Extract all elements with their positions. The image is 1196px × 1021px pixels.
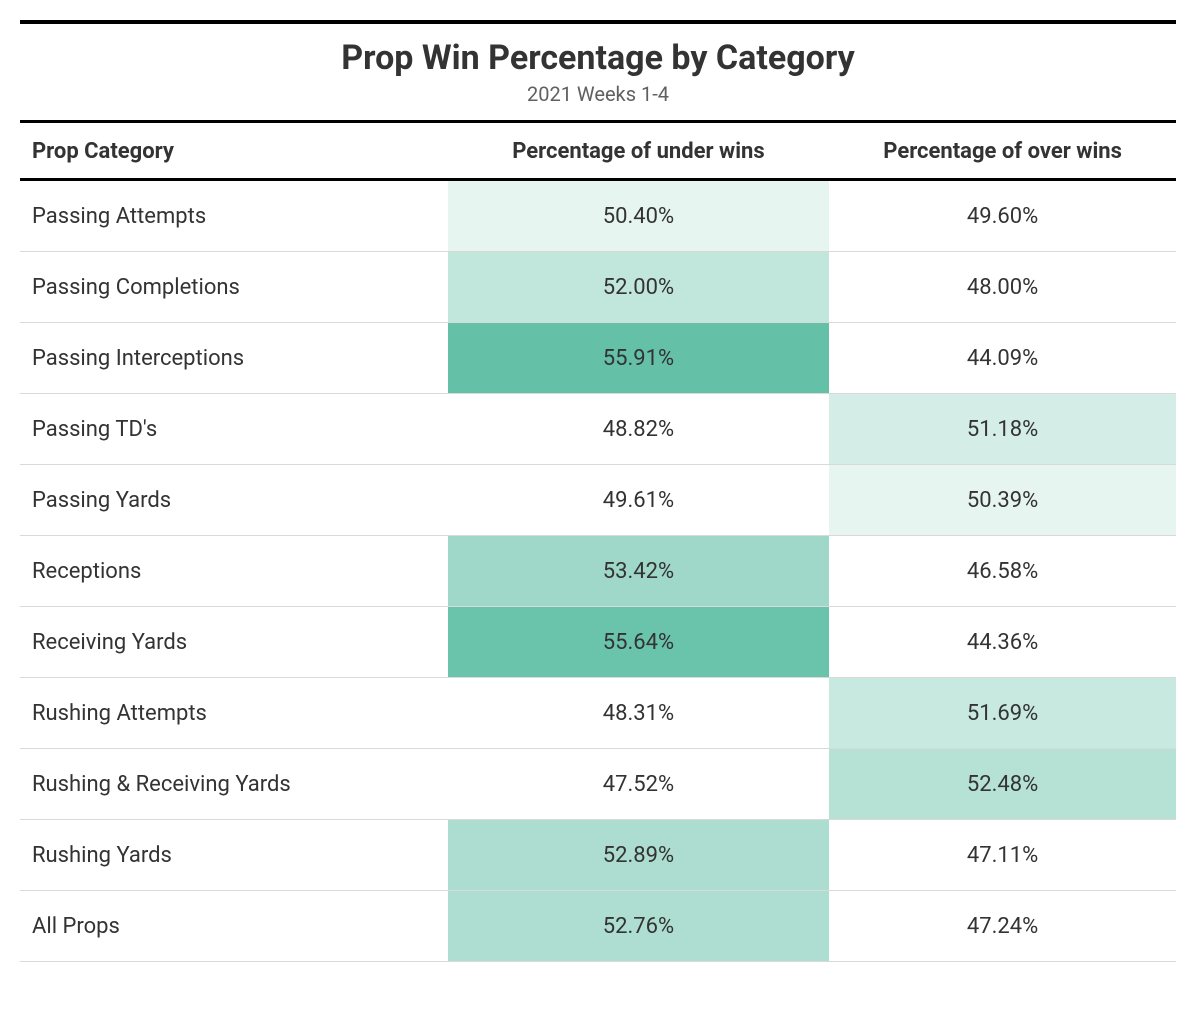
cell-over: 44.36% [829, 607, 1176, 678]
table-row: Rushing & Receiving Yards47.52%52.48% [20, 749, 1176, 820]
table-row: Rushing Yards52.89%47.11% [20, 820, 1176, 891]
table-row: Receptions53.42%46.58% [20, 536, 1176, 607]
cell-over: 44.09% [829, 323, 1176, 394]
cell-over: 47.11% [829, 820, 1176, 891]
cell-over: 52.48% [829, 749, 1176, 820]
cell-category: Passing Yards [20, 465, 448, 536]
table-row: All Props52.76%47.24% [20, 891, 1176, 962]
cell-category: Rushing Attempts [20, 678, 448, 749]
cell-category: All Props [20, 891, 448, 962]
cell-category: Passing TD's [20, 394, 448, 465]
cell-under: 48.31% [448, 678, 829, 749]
cell-over: 50.39% [829, 465, 1176, 536]
table-row: Passing Yards49.61%50.39% [20, 465, 1176, 536]
cell-under: 52.00% [448, 252, 829, 323]
header-row: Prop Category Percentage of under wins P… [20, 123, 1176, 180]
cell-category: Passing Attempts [20, 180, 448, 252]
table-title: Prop Win Percentage by Category [20, 24, 1176, 82]
cell-category: Rushing Yards [20, 820, 448, 891]
cell-over: 46.58% [829, 536, 1176, 607]
cell-under: 55.64% [448, 607, 829, 678]
table-row: Passing Attempts50.40%49.60% [20, 180, 1176, 252]
prop-table: Prop Category Percentage of under wins P… [20, 123, 1176, 962]
cell-under: 52.89% [448, 820, 829, 891]
cell-category: Receptions [20, 536, 448, 607]
cell-under: 47.52% [448, 749, 829, 820]
table-body: Passing Attempts50.40%49.60%Passing Comp… [20, 180, 1176, 962]
cell-under: 55.91% [448, 323, 829, 394]
cell-over: 51.69% [829, 678, 1176, 749]
table-row: Passing TD's48.82%51.18% [20, 394, 1176, 465]
cell-category: Rushing & Receiving Yards [20, 749, 448, 820]
table-row: Passing Completions52.00%48.00% [20, 252, 1176, 323]
cell-category: Receiving Yards [20, 607, 448, 678]
cell-over: 48.00% [829, 252, 1176, 323]
prop-table-container: Prop Win Percentage by Category 2021 Wee… [20, 20, 1176, 962]
table-row: Receiving Yards55.64%44.36% [20, 607, 1176, 678]
table-subtitle: 2021 Weeks 1-4 [20, 82, 1176, 120]
cell-over: 49.60% [829, 180, 1176, 252]
table-row: Rushing Attempts48.31%51.69% [20, 678, 1176, 749]
cell-under: 48.82% [448, 394, 829, 465]
table-row: Passing Interceptions55.91%44.09% [20, 323, 1176, 394]
header-under: Percentage of under wins [448, 123, 829, 180]
cell-under: 50.40% [448, 180, 829, 252]
cell-under: 49.61% [448, 465, 829, 536]
cell-under: 52.76% [448, 891, 829, 962]
cell-under: 53.42% [448, 536, 829, 607]
header-category: Prop Category [20, 123, 448, 180]
cell-over: 51.18% [829, 394, 1176, 465]
cell-category: Passing Completions [20, 252, 448, 323]
cell-category: Passing Interceptions [20, 323, 448, 394]
header-over: Percentage of over wins [829, 123, 1176, 180]
cell-over: 47.24% [829, 891, 1176, 962]
